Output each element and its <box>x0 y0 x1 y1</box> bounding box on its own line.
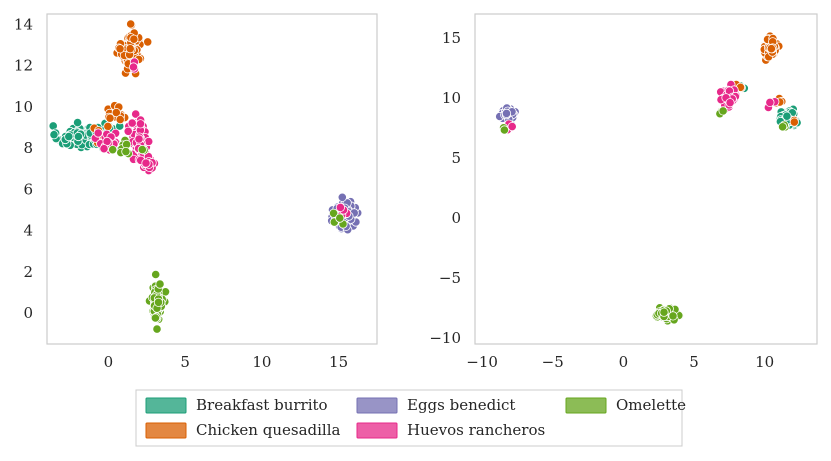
y-tick-label: 15 <box>442 29 461 47</box>
plot-area <box>47 14 377 344</box>
y-tick-label: 0 <box>23 304 33 322</box>
point-huevos-rancheros <box>128 62 139 72</box>
point-breakfast-burrito <box>64 132 74 142</box>
legend-swatch-huevos-rancheros <box>356 422 398 439</box>
point-huevos-rancheros <box>135 119 146 129</box>
y-tick-label: 10 <box>14 98 33 116</box>
y-tick-label: 14 <box>14 15 33 33</box>
x-tick-label: 10 <box>252 353 271 371</box>
y-tick-label: 6 <box>23 180 33 198</box>
point-omelette <box>335 213 345 223</box>
x-tick-label: 10 <box>755 353 774 371</box>
legend-label-breakfast-burrito: Breakfast burrito <box>196 396 328 414</box>
y-tick-label: 12 <box>14 57 33 75</box>
axes-frame <box>46 13 378 345</box>
left-scatter-panel: 0 5 10 15 0 2 4 6 8 10 12 14 <box>14 13 378 371</box>
point-omelette <box>152 324 162 334</box>
point-omelette <box>668 311 678 321</box>
legend-swatch-breakfast-burrito <box>145 397 187 414</box>
legend-label-omelette: Omelette <box>616 396 686 414</box>
point-huevos-rancheros <box>93 128 103 138</box>
point-chicken-quesadilla <box>103 121 113 132</box>
point-huevos-rancheros <box>123 126 133 136</box>
point-chicken-quesadilla <box>126 19 136 29</box>
point-omelette <box>137 145 147 155</box>
point-eggs-benedict <box>501 108 512 119</box>
legend-swatch-eggs-benedict <box>356 397 398 414</box>
point-omelette <box>108 145 118 155</box>
plot-area <box>475 14 817 344</box>
legend-label-eggs-benedict: Eggs benedict <box>407 396 515 414</box>
axes-frame <box>474 13 818 345</box>
point-breakfast-burrito <box>782 111 792 121</box>
point-huevos-rancheros <box>127 118 137 128</box>
y-tick-label: 0 <box>451 209 461 227</box>
point-huevos-rancheros <box>134 134 144 144</box>
legend: Breakfast burrito Chicken quesadilla Egg… <box>135 389 686 447</box>
point-omelette <box>151 269 161 280</box>
y-tick-label: 2 <box>23 263 33 281</box>
point-omelette <box>328 208 339 218</box>
point-chicken-quesadilla <box>125 44 135 54</box>
point-omelette <box>718 106 728 116</box>
x-tick-label: 5 <box>689 353 699 371</box>
point-breakfast-burrito <box>73 131 84 142</box>
point-omelette <box>150 313 160 323</box>
point-huevos-rancheros <box>765 97 775 108</box>
scatter-points <box>495 31 802 326</box>
right-scatter-panel: −10 −5 0 5 10 −10 −5 0 5 10 15 <box>429 13 818 371</box>
point-omelette <box>155 279 165 289</box>
y-tick-label: 10 <box>442 89 461 107</box>
legend-swatch-omelette <box>565 397 607 414</box>
y-tick-label: −5 <box>439 269 461 287</box>
point-chicken-quesadilla <box>789 117 799 127</box>
point-eggs-benedict <box>337 192 347 202</box>
x-tick-label: 15 <box>329 353 348 371</box>
legend-label-huevos-rancheros: Huevos rancheros <box>407 421 545 439</box>
x-tick-label: −5 <box>542 353 564 371</box>
x-tick-label: −10 <box>466 353 498 371</box>
point-omelette <box>153 297 164 307</box>
point-omelette <box>777 122 788 132</box>
point-chicken-quesadilla <box>115 115 125 125</box>
y-tick-label: 5 <box>451 149 461 167</box>
x-tick-label: 0 <box>104 353 114 371</box>
y-tick-label: −10 <box>429 329 461 347</box>
point-chicken-quesadilla <box>105 113 115 123</box>
scatter-points <box>48 19 363 334</box>
y-tick-label: 8 <box>23 139 33 157</box>
point-huevos-rancheros <box>725 98 735 108</box>
y-tick-label: 4 <box>23 222 33 240</box>
x-tick-label: 0 <box>619 353 629 371</box>
point-chicken-quesadilla <box>129 34 139 44</box>
point-huevos-rancheros <box>144 136 154 147</box>
legend-label-chicken-quesadilla: Chicken quesadilla <box>196 421 341 439</box>
point-chicken-quesadilla <box>766 44 777 54</box>
point-huevos-rancheros <box>335 202 345 212</box>
point-chicken-quesadilla <box>111 108 121 118</box>
point-chicken-quesadilla <box>115 44 125 54</box>
point-breakfast-burrito <box>73 118 83 128</box>
x-tick-label: 5 <box>180 353 190 371</box>
point-breakfast-burrito <box>49 130 59 140</box>
point-omelette <box>659 307 669 317</box>
point-chicken-quesadilla <box>143 37 153 47</box>
point-huevos-rancheros <box>141 158 151 168</box>
point-omelette <box>499 125 509 135</box>
point-huevos-rancheros <box>99 144 109 154</box>
point-omelette <box>121 147 131 157</box>
point-huevos-rancheros <box>507 122 517 132</box>
legend-swatch-chicken-quesadilla <box>145 422 187 439</box>
